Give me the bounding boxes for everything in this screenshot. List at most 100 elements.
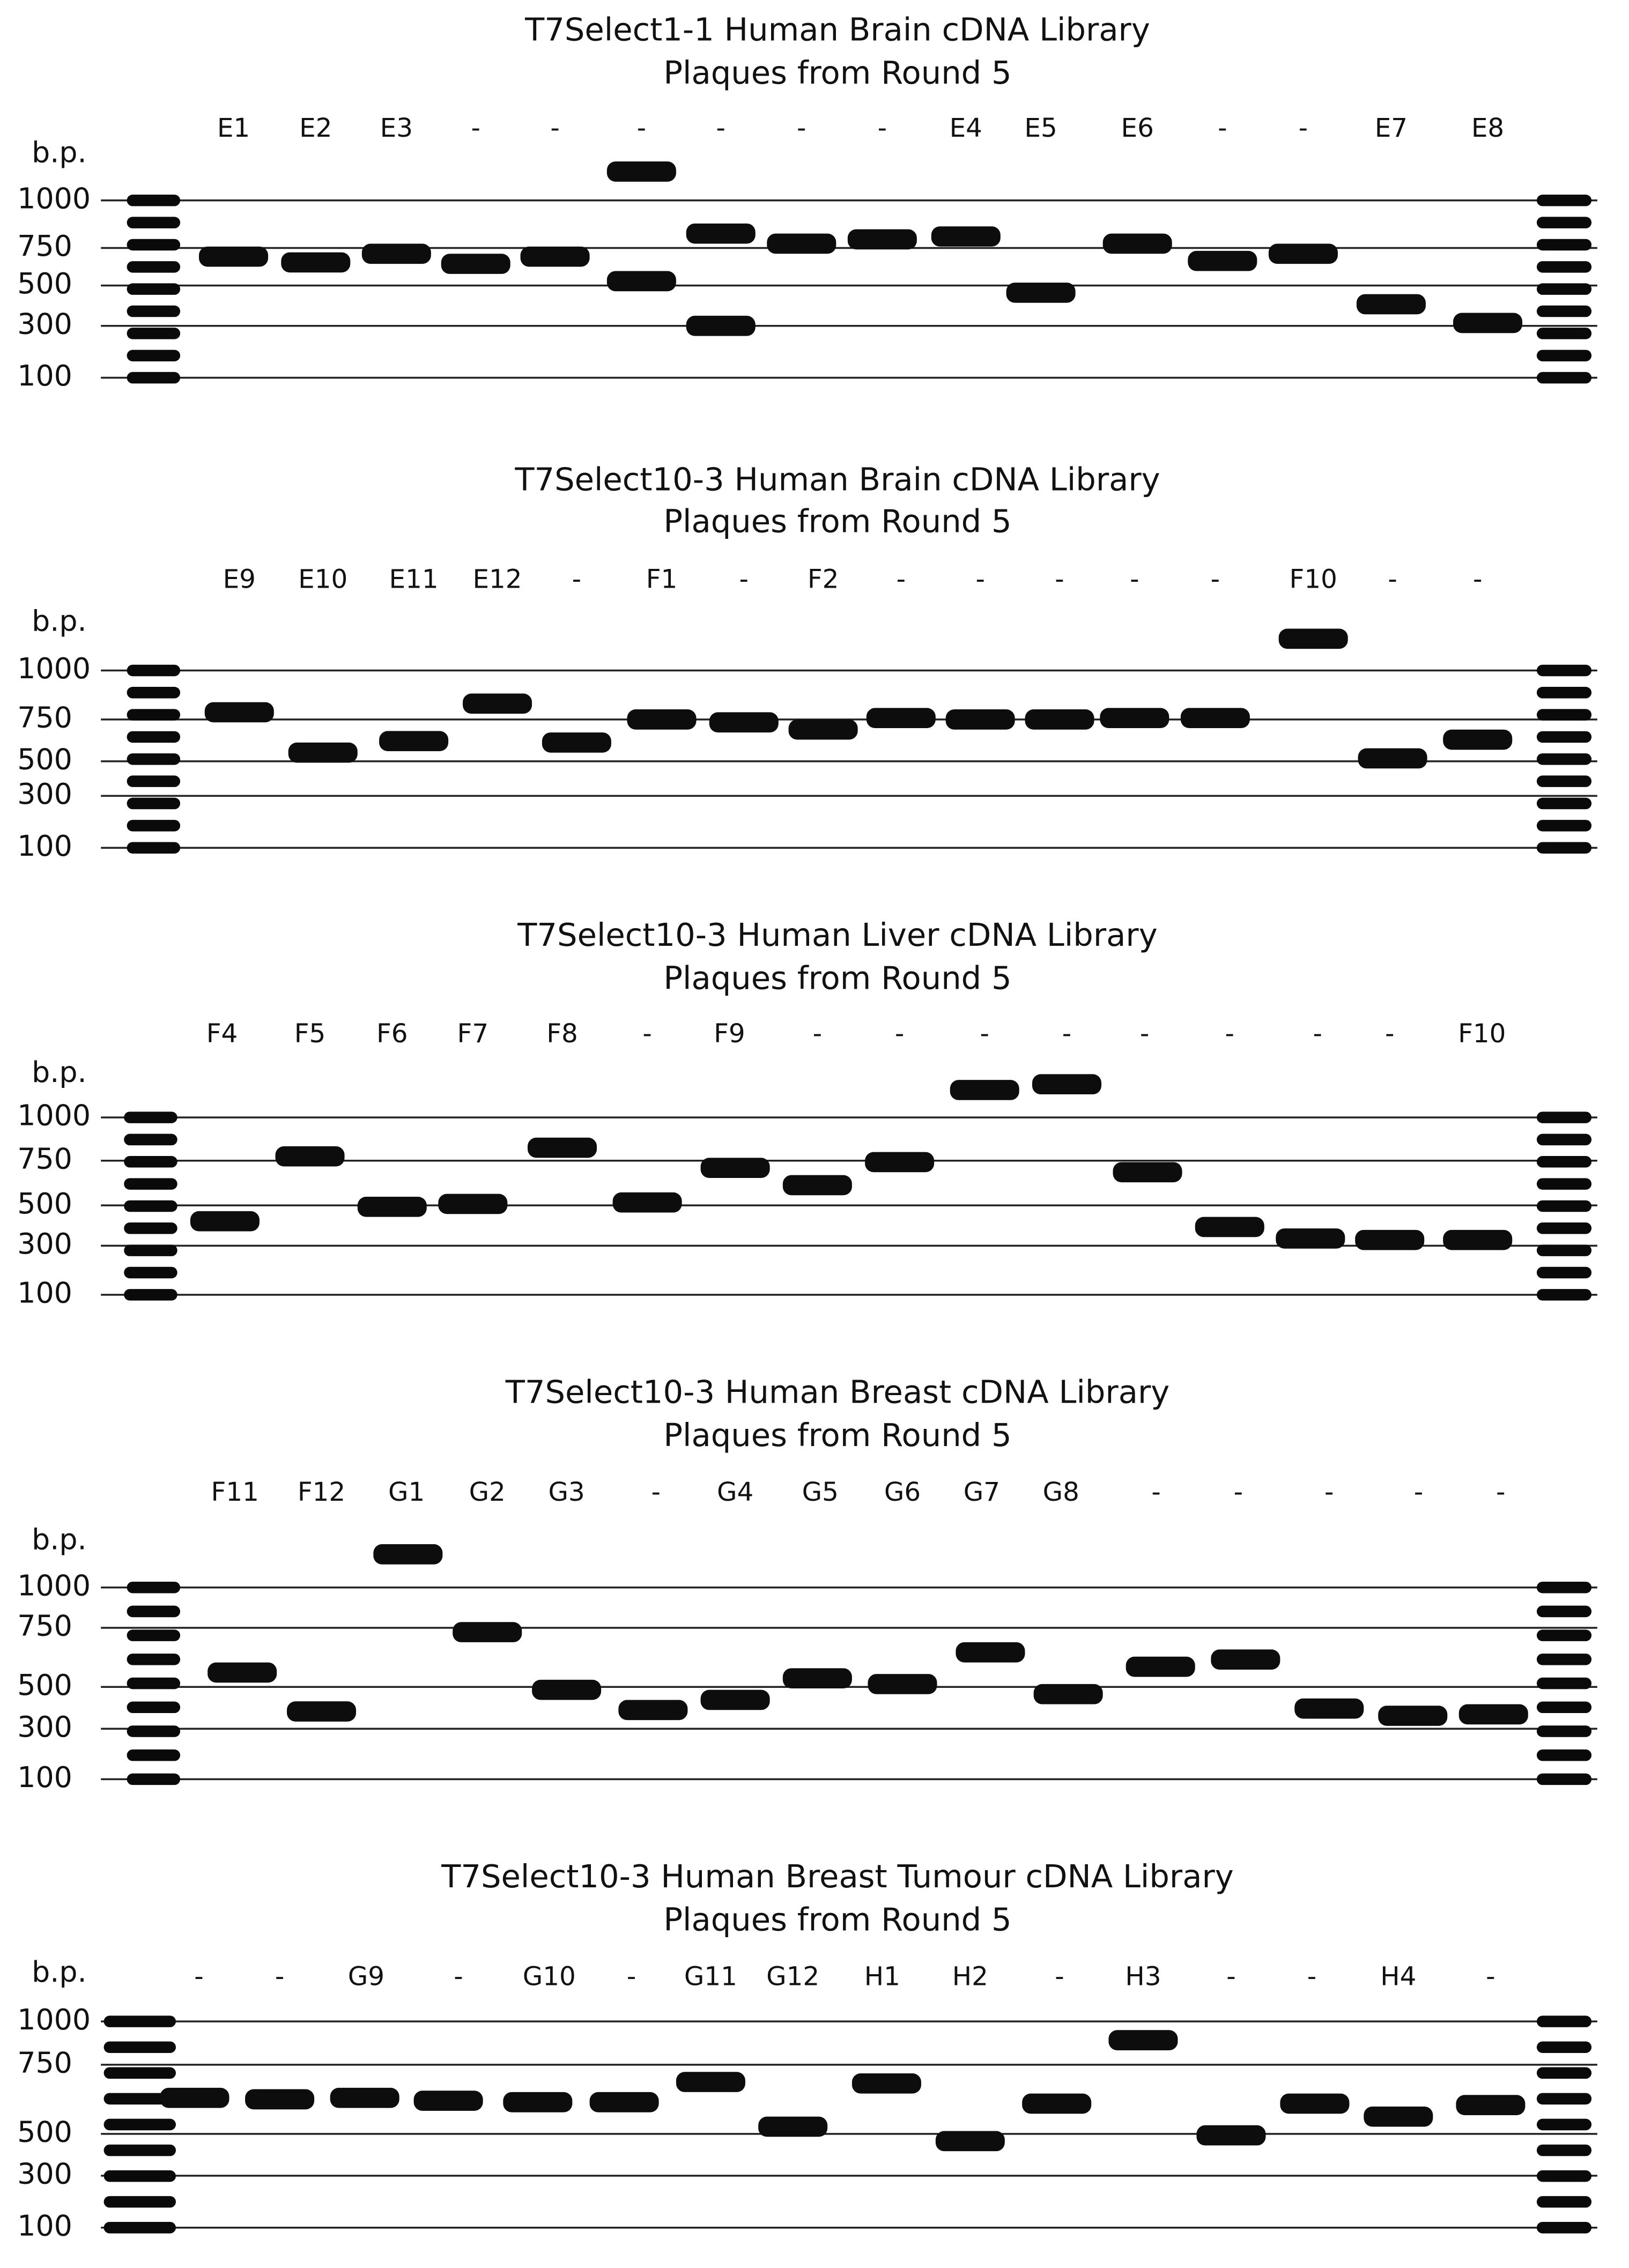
ladder-band <box>1536 217 1592 228</box>
ladder-band <box>1536 2144 1592 2156</box>
ladder-band <box>1536 2067 1592 2079</box>
ladder-band <box>127 328 181 339</box>
ladder-band <box>1536 731 1592 743</box>
lane-label: F4 <box>206 1019 238 1049</box>
dna-band <box>1443 1229 1513 1250</box>
size-label: 1000 <box>17 2003 91 2036</box>
lane-label: - <box>1385 1019 1394 1049</box>
dna-band <box>1358 748 1427 769</box>
lane-label: G12 <box>766 1961 819 1991</box>
ladder-band <box>1536 1581 1592 1593</box>
ladder-band <box>1536 305 1592 317</box>
dna-band <box>204 702 274 723</box>
lane-label: - <box>1130 565 1139 595</box>
ladder-band <box>1536 775 1592 787</box>
dna-band <box>618 1700 688 1721</box>
lane-label: - <box>637 113 646 143</box>
lane-label: - <box>878 113 887 143</box>
ladder-band <box>1536 1111 1592 1123</box>
ladder-band <box>1536 283 1592 295</box>
ladder-band <box>1536 2196 1592 2208</box>
ladder-band <box>1536 2041 1592 2053</box>
ladder-band <box>1536 1749 1592 1761</box>
dna-band <box>520 246 590 267</box>
lane-label: G5 <box>802 1477 839 1507</box>
dna-band <box>288 742 358 763</box>
ladder-band <box>1536 664 1592 677</box>
dna-band <box>413 2091 483 2111</box>
dna-band <box>1025 709 1094 730</box>
ladder-band <box>124 1111 177 1123</box>
dna-band <box>1458 1704 1528 1725</box>
ladder-band <box>103 2144 176 2156</box>
dna-band <box>438 1194 508 1214</box>
dna-band <box>945 709 1015 730</box>
axis-label: b.p. <box>32 1055 86 1089</box>
size-label: 300 <box>17 777 72 811</box>
lane-label: - <box>1226 1961 1235 1991</box>
lane-label: E4 <box>950 113 982 143</box>
lane-label: F7 <box>457 1019 489 1049</box>
lane-label: G4 <box>717 1477 753 1507</box>
panel-title: T7Select10-3 Human Breast cDNA Library <box>505 1373 1170 1410</box>
size-label: 500 <box>17 1187 72 1220</box>
dna-band <box>851 2073 921 2094</box>
lane-label: - <box>1151 1477 1160 1507</box>
lane-label: - <box>716 113 725 143</box>
ladder-band <box>1536 1773 1592 1785</box>
panel-subtitle: Plaques from Round 5 <box>663 54 1011 91</box>
dna-band <box>1294 1698 1364 1719</box>
dna-band <box>160 2087 229 2108</box>
dna-band <box>606 271 676 292</box>
size-label: 750 <box>17 1142 72 1175</box>
dna-band <box>589 2092 659 2113</box>
lane-label: E12 <box>472 565 522 595</box>
lane-label: E7 <box>1375 113 1408 143</box>
ladder-band <box>103 2067 176 2079</box>
dna-band <box>1108 2030 1178 2050</box>
lane-label: F12 <box>298 1477 345 1507</box>
panel-title: T7Select1-1 Human Brain cDNA Library <box>524 11 1150 48</box>
gel-panel: T7Select10-3 Human Breast Tumour cDNA Li… <box>17 1858 1597 2242</box>
ladder-band <box>1536 1677 1592 1689</box>
dna-band <box>190 1211 260 1232</box>
dna-band <box>606 161 676 182</box>
size-label: 1000 <box>17 1568 91 1602</box>
ladder-band <box>127 1725 181 1737</box>
lane-label: - <box>1313 1019 1322 1049</box>
dna-band <box>1456 2095 1526 2115</box>
ladder-band <box>127 820 181 832</box>
ladder-band <box>124 1289 177 1301</box>
lane-label: E2 <box>299 113 332 143</box>
ladder-band <box>127 775 181 787</box>
lane-label: - <box>1324 1477 1334 1507</box>
ladder-band <box>127 195 181 206</box>
lane-label: - <box>813 1019 822 1049</box>
lane-label: G8 <box>1043 1477 1079 1507</box>
dna-band <box>700 1158 770 1179</box>
dna-band <box>1268 243 1338 264</box>
ladder-band <box>127 1581 181 1593</box>
dna-band <box>199 246 269 267</box>
lane-label: E11 <box>389 565 439 595</box>
ladder-band <box>124 1222 177 1234</box>
dna-band <box>956 1642 1025 1663</box>
dna-band <box>361 243 431 264</box>
ladder-band <box>1536 1200 1592 1212</box>
ladder-band <box>1536 1725 1592 1737</box>
lane-label: E8 <box>1471 113 1504 143</box>
dna-band <box>357 1196 427 1217</box>
lane-label: - <box>975 565 984 595</box>
ladder-band <box>1536 2221 1592 2234</box>
dna-band <box>1280 2093 1350 2114</box>
dna-band <box>1102 233 1172 254</box>
ladder-band <box>127 731 181 743</box>
dna-band <box>935 2131 1005 2152</box>
panel-subtitle: Plaques from Round 5 <box>663 502 1011 539</box>
ladder-band <box>127 842 181 854</box>
dna-band <box>1100 708 1169 729</box>
lane-label: F5 <box>294 1019 326 1049</box>
axis-label: b.p. <box>32 1522 86 1556</box>
lane-label: - <box>1496 1477 1505 1507</box>
dna-band <box>1276 1228 1345 1249</box>
